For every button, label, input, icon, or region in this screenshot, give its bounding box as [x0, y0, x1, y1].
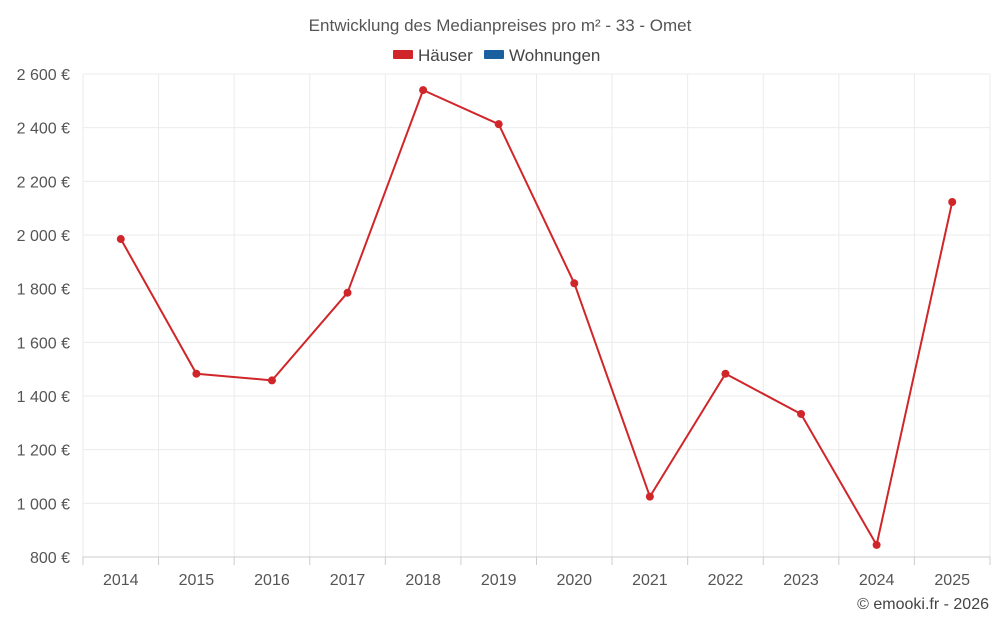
data-point[interactable] — [570, 279, 579, 288]
grid-lines — [82, 73, 991, 557]
credit-text: © emooki.fr - 2026 — [857, 596, 989, 613]
data-point[interactable] — [116, 235, 125, 244]
y-tick-label: 1 600 € — [17, 335, 70, 352]
y-tick-label: 1 800 € — [17, 282, 70, 299]
y-tick-label: 800 € — [30, 550, 70, 567]
x-tick-label: 2015 — [179, 572, 215, 589]
data-point[interactable] — [494, 120, 503, 129]
x-tick-label: 2020 — [556, 572, 592, 589]
x-tick-label: 2016 — [254, 572, 290, 589]
y-tick-label: 2 400 € — [17, 121, 70, 138]
x-tick-label: 2018 — [405, 572, 441, 589]
legend-swatch-wohnungen — [484, 50, 504, 59]
data-point[interactable] — [192, 369, 201, 378]
x-tick-label: 2023 — [783, 572, 819, 589]
x-tick-label: 2025 — [934, 572, 970, 589]
data-point[interactable] — [343, 288, 352, 297]
x-tick-label: 2017 — [330, 572, 366, 589]
axes — [82, 556, 991, 565]
x-tick-label: 2019 — [481, 572, 517, 589]
chart-title: Entwicklung des Medianpreises pro m² - 3… — [309, 16, 692, 35]
data-point[interactable] — [645, 492, 654, 501]
legend-label-wohnungen[interactable]: Wohnungen — [509, 46, 600, 65]
data-point[interactable] — [797, 409, 806, 418]
y-tick-label: 2 600 € — [17, 67, 70, 84]
legend: Häuser Wohnungen — [393, 46, 600, 65]
legend-swatch-haeuser — [393, 50, 413, 59]
x-tick-label: 2021 — [632, 572, 668, 589]
x-tick-label: 2014 — [103, 572, 139, 589]
y-tick-label: 1 000 € — [17, 496, 70, 513]
x-axis-tick-labels: 2014 2015 2016 2017 2018 2019 2020 2021 2022 2023… — [103, 572, 970, 589]
series-layer — [116, 86, 957, 549]
data-point[interactable] — [721, 369, 730, 378]
y-tick-label: 2 000 € — [17, 228, 70, 245]
y-tick-label: 1 400 € — [17, 389, 70, 406]
data-point[interactable] — [948, 197, 957, 206]
data-point[interactable] — [419, 86, 428, 95]
data-point[interactable] — [872, 540, 881, 549]
data-point[interactable] — [267, 376, 276, 385]
y-tick-label: 2 200 € — [17, 174, 70, 191]
legend-label-haeuser[interactable]: Häuser — [418, 46, 473, 65]
y-tick-label: 1 200 € — [17, 443, 70, 460]
x-tick-label: 2022 — [708, 572, 744, 589]
series-line-0 — [119, 89, 954, 546]
y-axis-tick-labels: 800 € 1 000 € 1 200 € 1 400 € 1 600 € 1 800 €… — [17, 67, 70, 567]
x-tick-label: 2024 — [859, 572, 895, 589]
